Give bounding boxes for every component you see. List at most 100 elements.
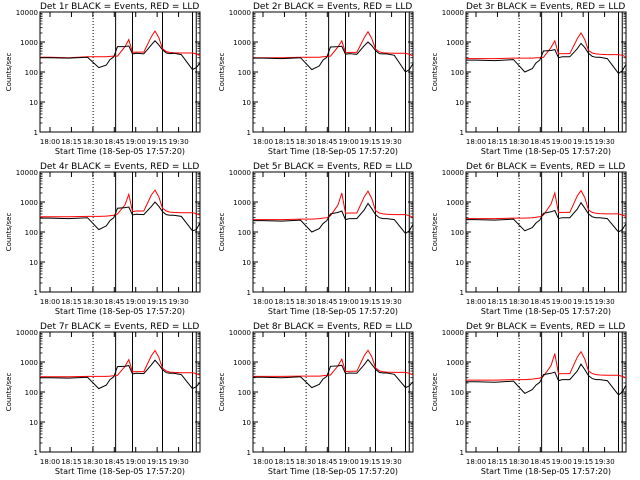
x-tick-label: 18:45	[317, 458, 337, 466]
x-tick-label: 18:15	[274, 458, 294, 466]
x-tick-label: 18:00	[466, 298, 486, 306]
series-events-line	[465, 42, 627, 75]
x-tick-label: 18:00	[40, 298, 60, 306]
x-axis-label: Start Time (18-Sep-05 17:57:20)	[268, 307, 398, 316]
x-tick-label: 18:00	[253, 458, 273, 466]
panel-title: Det 2r BLACK = Events, RED = LLD	[253, 2, 412, 12]
y-tick-label: 1	[34, 449, 38, 457]
y-tick-label: 10000	[442, 169, 464, 177]
series-events-line	[39, 201, 201, 232]
y-tick-label: 100	[25, 69, 38, 77]
x-tick-label: 18:45	[530, 298, 550, 306]
x-tick-label: 18:30	[296, 138, 316, 146]
panel-title: Det 1r BLACK = Events, RED = LLD	[40, 2, 199, 12]
x-tick-label: 19:00	[126, 138, 146, 146]
x-tick-label: 18:15	[61, 458, 81, 466]
x-tick-label: 18:30	[83, 458, 103, 466]
panel-frame	[252, 331, 414, 453]
x-tick-label: 18:45	[317, 138, 337, 146]
x-tick-label: 19:00	[339, 458, 359, 466]
panel-title: Det 8r BLACK = Events, RED = LLD	[253, 322, 412, 332]
y-tick-label: 100	[25, 229, 38, 237]
x-tick-label: 18:45	[530, 458, 550, 466]
y-axis-label: Counts/sec	[431, 53, 439, 92]
x-axis-label: Start Time (18-Sep-05 17:57:20)	[268, 467, 398, 476]
x-axis-label: Start Time (18-Sep-05 17:57:20)	[268, 147, 398, 156]
x-axis-label: Start Time (18-Sep-05 17:57:20)	[481, 467, 611, 476]
y-tick-label: 1000	[20, 359, 38, 367]
series-events-line	[465, 363, 627, 396]
x-tick-label: 19:30	[594, 298, 614, 306]
series-lld-line	[39, 30, 201, 59]
panel-frame	[39, 331, 201, 453]
x-tick-label: 18:30	[509, 458, 529, 466]
x-tick-label: 18:45	[104, 138, 124, 146]
x-tick-label: 19:15	[147, 138, 167, 146]
x-axis-label: Start Time (18-Sep-05 17:57:20)	[55, 147, 185, 156]
y-tick-label: 10	[29, 259, 38, 267]
y-tick-label: 10000	[442, 9, 464, 17]
x-tick-label: 19:00	[126, 298, 146, 306]
y-tick-label: 10	[242, 99, 251, 107]
x-tick-label: 19:00	[552, 138, 572, 146]
series-events-line	[252, 358, 414, 389]
x-tick-label: 18:30	[83, 138, 103, 146]
x-tick-label: 18:00	[253, 298, 273, 306]
panel-frame	[39, 171, 201, 293]
x-axis-label: Start Time (18-Sep-05 17:57:20)	[481, 307, 611, 316]
x-tick-label: 19:00	[339, 298, 359, 306]
x-tick-label: 18:15	[274, 298, 294, 306]
y-axis-label: Counts/sec	[218, 213, 226, 252]
series-lld-line	[252, 349, 414, 377]
y-tick-label: 100	[25, 389, 38, 397]
y-axis-label: Counts/sec	[5, 53, 13, 92]
panel-frame	[465, 331, 627, 453]
y-axis-label: Counts/sec	[218, 373, 226, 412]
y-tick-label: 1	[460, 289, 464, 297]
y-tick-label: 100	[238, 229, 251, 237]
x-tick-label: 18:15	[487, 138, 507, 146]
x-tick-label: 18:30	[296, 458, 316, 466]
x-tick-label: 19:15	[573, 458, 593, 466]
y-tick-label: 1000	[233, 199, 251, 207]
panel-title: Det 5r BLACK = Events, RED = LLD	[253, 162, 412, 172]
y-tick-label: 100	[451, 69, 464, 77]
y-tick-label: 10000	[16, 9, 38, 17]
y-tick-label: 100	[451, 229, 464, 237]
y-tick-label: 1000	[20, 39, 38, 47]
y-tick-label: 1000	[446, 359, 464, 367]
x-tick-label: 18:00	[466, 458, 486, 466]
series-events-line	[252, 202, 414, 235]
y-tick-label: 1000	[446, 199, 464, 207]
series-lld-line	[465, 350, 627, 381]
y-tick-label: 100	[451, 389, 464, 397]
series-lld-line	[465, 189, 627, 220]
x-tick-label: 18:45	[317, 298, 337, 306]
x-tick-label: 18:30	[509, 138, 529, 146]
y-tick-label: 1000	[446, 39, 464, 47]
series-events-line	[39, 359, 201, 390]
panel-frame	[465, 11, 627, 133]
x-tick-label: 19:15	[360, 138, 380, 146]
x-tick-label: 18:00	[40, 138, 60, 146]
x-tick-label: 19:30	[381, 458, 401, 466]
y-tick-label: 1	[247, 129, 251, 137]
y-axis-label: Counts/sec	[5, 373, 13, 412]
panel-frame	[252, 11, 414, 133]
x-tick-label: 18:15	[61, 138, 81, 146]
panel-title: Det 4r BLACK = Events, RED = LLD	[40, 162, 199, 172]
y-tick-label: 10	[455, 99, 464, 107]
x-tick-label: 19:15	[573, 138, 593, 146]
panel-title: Det 3r BLACK = Events, RED = LLD	[466, 2, 625, 12]
panel-frame	[252, 171, 414, 293]
y-tick-label: 10000	[229, 169, 251, 177]
y-tick-label: 10000	[229, 329, 251, 337]
x-tick-label: 19:15	[147, 298, 167, 306]
x-tick-label: 18:15	[61, 298, 81, 306]
y-axis-label: Counts/sec	[5, 213, 13, 252]
x-tick-label: 19:30	[168, 138, 188, 146]
x-tick-label: 18:45	[104, 298, 124, 306]
y-tick-label: 10	[455, 419, 464, 427]
y-tick-label: 1	[247, 289, 251, 297]
